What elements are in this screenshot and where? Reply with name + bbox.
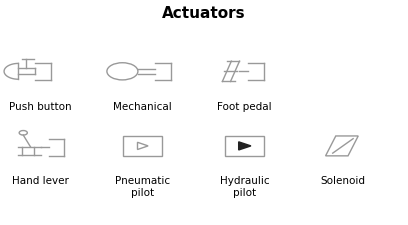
Text: Hand lever: Hand lever [12,176,69,185]
FancyBboxPatch shape [225,136,264,156]
Text: Foot pedal: Foot pedal [217,101,272,111]
Polygon shape [239,142,251,150]
Text: Hydraulic
pilot: Hydraulic pilot [220,176,270,197]
Text: Pneumatic
pilot: Pneumatic pilot [115,176,171,197]
Text: Mechanical: Mechanical [113,101,172,111]
Text: Push button: Push button [9,101,72,111]
Text: Actuators: Actuators [162,6,246,20]
FancyBboxPatch shape [123,136,162,156]
Text: Solenoid: Solenoid [320,176,365,185]
